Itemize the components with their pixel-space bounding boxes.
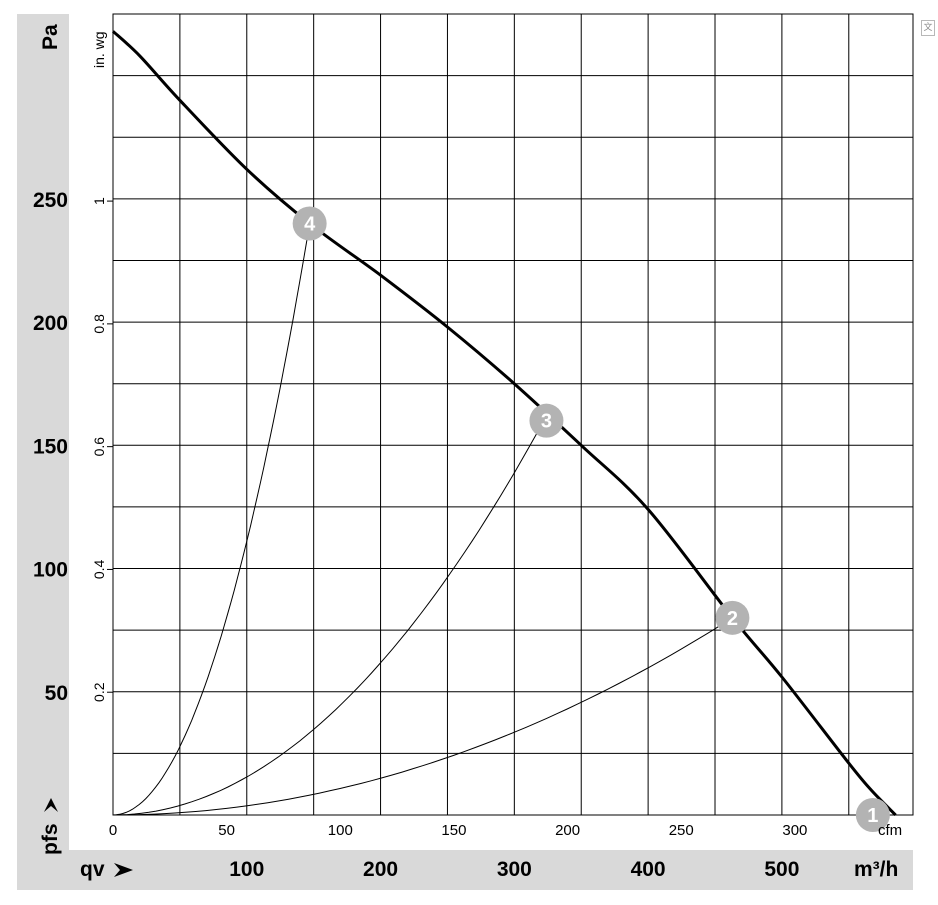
cfm-tick-label: 250 bbox=[669, 822, 694, 839]
operating-point-4: 4 bbox=[292, 206, 327, 241]
m3h-tick-label: 400 bbox=[631, 858, 666, 881]
operating-point-circle bbox=[529, 403, 564, 438]
operating-point-circle bbox=[292, 206, 327, 241]
operating-point-circle bbox=[855, 798, 890, 832]
translate-icon[interactable]: 文 bbox=[921, 20, 935, 36]
cfm-unit-label: cfm bbox=[878, 822, 902, 839]
operating-points: 1 2 3 4 bbox=[292, 206, 890, 832]
operating-point-label: 1 bbox=[867, 805, 878, 827]
pa-tick-label: 50 bbox=[45, 682, 68, 705]
m3h-tick-label: 500 bbox=[764, 858, 799, 881]
qv-arrow-icon bbox=[114, 863, 133, 877]
cfm-tick-label: 150 bbox=[441, 822, 466, 839]
operating-point-3: 3 bbox=[529, 403, 564, 438]
cfm-tick-label: 200 bbox=[555, 822, 580, 839]
inwg-tick-label: 1 bbox=[91, 197, 107, 205]
plot-background bbox=[113, 14, 913, 815]
fan-curve-group bbox=[111, 30, 897, 817]
tick-labels: 50 100 150 200 250 0.2 0.4 0.6 0.8 1 0 50 100 150 200 2… bbox=[33, 189, 807, 881]
operating-point-circle bbox=[715, 600, 750, 635]
qv-symbol: qv bbox=[80, 858, 105, 881]
pa-tick-label: 150 bbox=[33, 435, 68, 458]
inwg-tick-label: 0.6 bbox=[91, 437, 107, 457]
system-curves bbox=[112, 223, 733, 816]
operating-point-2: 2 bbox=[715, 600, 750, 635]
pa-tick-label: 250 bbox=[33, 189, 68, 212]
pfs-symbol: pfs bbox=[39, 824, 62, 856]
m3h-unit-label: m³/h bbox=[854, 858, 898, 881]
pfs-arrow-icon bbox=[44, 798, 58, 812]
inwg-tick-label: 0.2 bbox=[91, 682, 107, 702]
operating-point-label: 4 bbox=[304, 213, 316, 235]
fan-curve bbox=[111, 30, 897, 817]
plot-frame bbox=[112, 13, 914, 816]
pa-tick-label: 100 bbox=[33, 559, 68, 582]
inwg-unit-label: in. wg bbox=[91, 31, 107, 68]
cfm-tick-label: 50 bbox=[218, 822, 235, 839]
m3h-tick-label: 100 bbox=[229, 858, 264, 881]
inwg-tick-label: 0.8 bbox=[91, 314, 107, 334]
system-curve bbox=[112, 617, 733, 816]
operating-point-1: 1 bbox=[855, 798, 890, 832]
bottom-axis-band bbox=[17, 850, 913, 890]
cfm-tick-label: 0 bbox=[109, 822, 117, 839]
operating-point-label: 3 bbox=[541, 411, 552, 433]
operating-point-label: 2 bbox=[727, 608, 738, 630]
inwg-tick-label: 0.4 bbox=[91, 559, 107, 579]
pa-unit-label: Pa bbox=[39, 24, 62, 50]
cfm-tick-label: 100 bbox=[328, 822, 353, 839]
system-curve bbox=[112, 223, 311, 816]
cfm-tick-label: 300 bbox=[782, 822, 807, 839]
pa-tick-label: 200 bbox=[33, 312, 68, 335]
m3h-tick-label: 200 bbox=[363, 858, 398, 881]
system-curve bbox=[112, 420, 545, 816]
m3h-tick-label: 300 bbox=[497, 858, 532, 881]
grid bbox=[113, 14, 913, 815]
left-axis-band bbox=[17, 14, 69, 854]
